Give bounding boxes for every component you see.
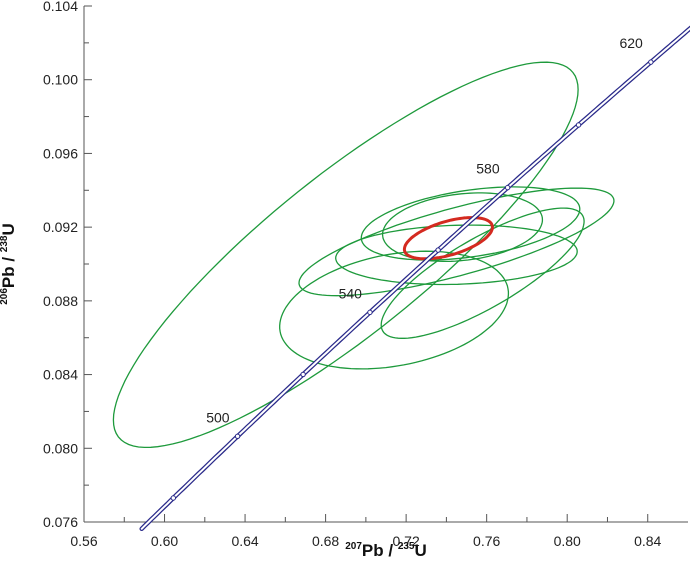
- x-tick-label: 0.72: [393, 533, 420, 549]
- y-tick-label: 0.076: [43, 514, 78, 530]
- y-title-sup1: 206: [0, 288, 10, 305]
- y-tick-label: 0.100: [43, 72, 78, 88]
- data-ellipse: [380, 207, 585, 339]
- x-title-sup1: 207: [345, 541, 362, 552]
- age-marker: [234, 433, 241, 440]
- x-tick-label: 0.56: [70, 533, 97, 549]
- y-tick-label: 0.096: [43, 145, 78, 161]
- age-label-500: 500: [206, 409, 230, 425]
- age-labels: 500 540 580 620: [206, 35, 643, 425]
- data-ellipse: [335, 224, 578, 286]
- age-label-580: 580: [476, 161, 500, 177]
- age-marker: [504, 184, 511, 191]
- y-tick-label: 0.088: [43, 293, 78, 309]
- x-tick-label: 0.60: [151, 533, 178, 549]
- y-axis-ticks: 0.076 0.080 0.084 0.088 0.092 0.096 0.100 0.104: [43, 0, 92, 530]
- y-tick-label: 0.092: [43, 219, 78, 235]
- y-title-sep: /: [0, 252, 18, 266]
- x-title-sup2: 235: [398, 541, 415, 552]
- concordia-curve: [139, 25, 690, 532]
- age-marker: [435, 247, 441, 253]
- x-title-base1: Pb: [362, 541, 384, 560]
- plot-area: 0.56 0.60 0.64 0.68 0.72 0.76 0.80 0.84 0.0760.…: [43, 0, 690, 549]
- x-title-sep: /: [384, 541, 398, 560]
- age-marker: [300, 371, 306, 378]
- x-tick-label: 0.80: [554, 533, 581, 549]
- x-tick-label: 0.68: [312, 533, 339, 549]
- y-title-sup2: 238: [0, 235, 10, 252]
- age-marker: [170, 495, 177, 501]
- age-marker: [367, 309, 373, 316]
- data-ellipse: [279, 250, 510, 370]
- x-title-base2: U: [415, 541, 427, 560]
- x-tick-label: 0.64: [231, 533, 258, 549]
- x-tick-label: 0.84: [634, 533, 661, 549]
- mean-ellipse: [402, 216, 494, 261]
- data-ellipse: [360, 186, 581, 261]
- age-marker: [575, 122, 582, 128]
- age-marker: [648, 59, 654, 65]
- y-title-base1: Pb: [0, 266, 18, 288]
- x-axis-ticks: 0.56 0.60 0.64 0.68 0.72 0.76 0.80 0.84: [70, 514, 662, 549]
- concordia-band-inner: [140, 27, 690, 530]
- data-ellipse: [112, 61, 579, 449]
- data-ellipse: [298, 187, 615, 297]
- y-tick-label: 0.084: [43, 367, 78, 383]
- x-tick-label: 0.76: [473, 533, 500, 549]
- y-tick-label: 0.080: [43, 440, 78, 456]
- y-tick-label: 0.104: [43, 0, 78, 14]
- y-title-base2: U: [0, 223, 18, 235]
- x-axis-title: 207Pb / 235U: [345, 541, 427, 560]
- age-label-540: 540: [339, 285, 363, 301]
- y-axis-title: 206Pb / 238U: [0, 223, 18, 305]
- age-label-620: 620: [619, 35, 643, 51]
- error-ellipses: [112, 61, 615, 449]
